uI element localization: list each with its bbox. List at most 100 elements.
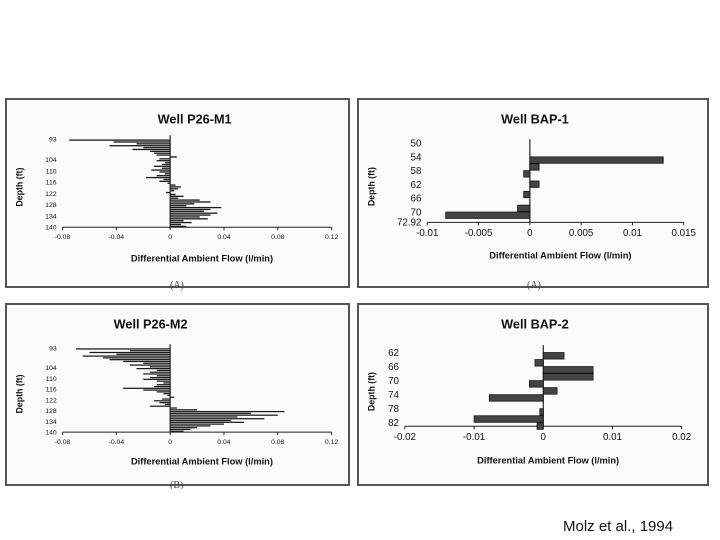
- flow-bar: [149, 371, 171, 373]
- y-axis-label: Depth (ft): [14, 374, 24, 413]
- x-tick-label: -0.04: [109, 439, 125, 446]
- chart-title: Well BAP-2: [501, 316, 569, 331]
- y-tick-label: 62: [388, 348, 399, 359]
- chart-svg-bap-2: Well BAP-2 Differential Ambient Flow (l/m…: [367, 316, 692, 465]
- flow-bar: [113, 141, 171, 143]
- chart-well-p26-m2: Well P26-M2 Differential Ambient Flow (l/…: [5, 303, 350, 486]
- flow-bar: [170, 156, 177, 158]
- chart-svg-p26-m2: Well P26-M2 Differential Ambient Flow (l/…: [14, 316, 338, 466]
- flow-bar: [143, 362, 171, 364]
- flow-bar: [156, 160, 171, 162]
- flow-bar: [170, 193, 176, 196]
- y-tick-label: 134: [45, 419, 57, 426]
- flow-bar: [170, 186, 181, 188]
- flow-bar: [154, 400, 171, 402]
- x-tick-label: 0.08: [271, 439, 284, 446]
- flow-bar: [164, 161, 171, 164]
- flow-bar: [163, 178, 171, 181]
- flow-bar: [129, 364, 171, 366]
- y-tick-label: 140: [45, 430, 57, 437]
- x-tick-label: 0.12: [325, 234, 339, 241]
- flow-bar: [529, 156, 664, 164]
- flow-bar: [170, 190, 175, 192]
- y-tick-label: 54: [411, 152, 422, 163]
- y-tick-label: 128: [45, 408, 57, 415]
- flow-bar: [156, 175, 171, 177]
- flow-bar: [170, 205, 187, 207]
- flow-bar: [529, 380, 544, 388]
- flow-bar: [123, 387, 171, 389]
- flow-bar: [170, 199, 200, 201]
- flow-bar: [132, 148, 171, 151]
- y-tick-label: 66: [388, 362, 399, 373]
- flow-bar: [170, 423, 224, 425]
- x-tick-label: 0.02: [672, 432, 691, 443]
- flow-bar: [159, 180, 171, 182]
- flow-bar: [170, 418, 265, 420]
- flow-bar: [170, 412, 251, 414]
- y-tick-label: 134: [45, 213, 57, 220]
- y-axis-label: Depth (ft): [366, 167, 376, 206]
- flow-bar: [170, 225, 187, 227]
- chart-title: Well P26-M2: [114, 316, 188, 331]
- y-tick-label: 128: [45, 202, 57, 209]
- flow-bar: [143, 389, 171, 391]
- flow-bar: [159, 171, 171, 173]
- flow-bar: [529, 180, 540, 188]
- chart-svg-bap-1: Well BAP-1 Differential Ambient Flow (l/m…: [366, 111, 696, 261]
- flow-bar: [136, 143, 171, 145]
- flow-bar: [170, 407, 177, 409]
- flow-bar: [154, 152, 171, 154]
- flow-bar: [523, 170, 531, 178]
- y-tick-label: 70: [411, 207, 422, 218]
- flow-bar: [149, 405, 171, 407]
- flow-bar: [170, 223, 181, 226]
- x-tick-label: 0: [168, 234, 172, 241]
- y-axis-label: Depth (ft): [14, 168, 24, 207]
- flow-bar: [170, 220, 184, 222]
- y-tick-label: 78: [388, 404, 399, 415]
- subfigure-label-a-left: (A): [170, 280, 184, 291]
- y-tick-label: 110: [46, 168, 57, 175]
- flow-bar: [156, 380, 171, 382]
- y-tick-label: 93: [49, 137, 57, 144]
- flow-bar: [170, 421, 245, 423]
- flow-bar: [170, 430, 184, 432]
- flow-bar: [166, 191, 171, 194]
- y-tick-label: 74: [388, 390, 399, 401]
- flow-bar: [82, 355, 171, 357]
- flow-bar: [170, 195, 184, 197]
- flow-bar: [170, 409, 198, 411]
- flow-bar: [156, 391, 171, 393]
- x-axis-label: Differential Ambient Flow (l/min): [489, 251, 631, 261]
- flow-bar: [143, 146, 171, 149]
- flow-bar: [170, 425, 211, 427]
- flow-bar: [164, 403, 171, 406]
- flow-bar: [534, 359, 544, 367]
- y-tick-label: 110: [46, 376, 57, 383]
- x-axis-label: Differential Ambient Flow (l/min): [131, 254, 273, 264]
- flow-bar: [170, 184, 176, 186]
- flow-bar: [123, 360, 171, 363]
- flow-bar: [156, 369, 171, 372]
- flow-bar: [170, 414, 278, 416]
- x-axis-label: Differential Ambient Flow (l/min): [477, 455, 619, 465]
- flow-bar: [89, 351, 171, 354]
- flow-bar: [129, 350, 171, 352]
- flow-bar: [542, 373, 594, 381]
- flow-bar: [149, 150, 171, 152]
- flow-bar: [170, 216, 200, 218]
- flow-bar: [488, 394, 544, 402]
- flow-bar: [149, 366, 171, 368]
- flow-bar: [145, 176, 171, 179]
- x-tick-label: -0.005: [465, 228, 493, 239]
- flow-bar: [163, 393, 171, 395]
- chart-well-bap-2: Well BAP-2 Differential Ambient Flow (l/m…: [357, 303, 709, 486]
- flow-bar: [102, 357, 171, 359]
- flow-bar: [69, 139, 171, 141]
- flow-bar: [170, 188, 179, 190]
- flow-bar: [159, 402, 171, 404]
- chart-title: Well BAP-1: [501, 111, 569, 126]
- x-tick-label: -0.04: [109, 234, 125, 241]
- chart-svg-p26-m1: Well P26-M1 Differential Ambient Flow (l/…: [14, 111, 339, 264]
